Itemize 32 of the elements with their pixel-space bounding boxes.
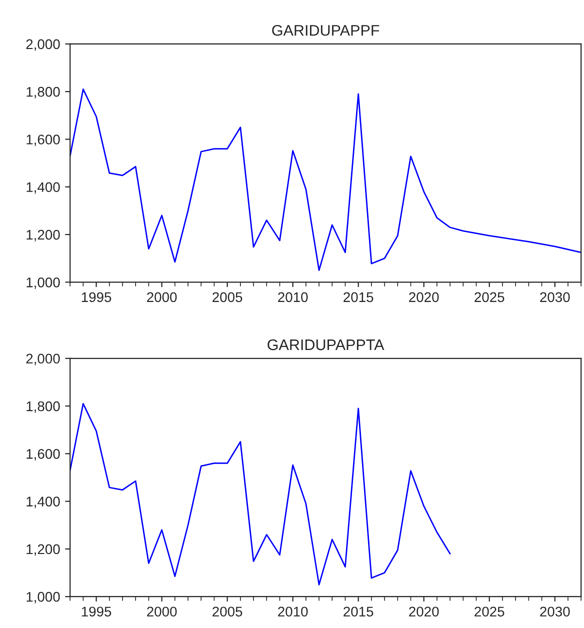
x-tick-label: 2005 [212,606,242,617]
x-tick-label: 2000 [147,292,177,302]
x-tick-label: 1995 [82,292,112,302]
x-tick-label: 2020 [409,292,439,302]
x-tick-label: 2015 [344,606,374,617]
y-tick-label: 1,200 [26,230,60,242]
y-tick-label: 2,000 [26,39,60,51]
x-tick-label: 2020 [409,606,439,617]
x-tick-label: 2015 [344,292,374,302]
y-tick-label: 1,600 [26,134,60,146]
x-tick-label: 2000 [147,606,177,617]
x-tick-label: 1995 [82,606,112,617]
y-tick-label: 1,600 [26,449,60,460]
y-tick-label: 1,000 [26,592,60,604]
chart-title: GARIDUPAPPF [272,24,380,36]
line-series [70,88,582,271]
line-series [70,402,451,586]
x-tick-label: 2010 [278,292,308,302]
x-tick-label: 2030 [540,606,570,617]
y-tick-label: 1,800 [26,401,60,413]
x-tick-label: 2025 [474,606,504,617]
x-tick-label: 2005 [212,292,242,302]
y-tick-label: 1,400 [26,496,60,508]
y-tick-label: 1,400 [26,182,60,194]
x-tick-label: 2010 [278,606,308,617]
x-tick-label: 2030 [540,292,570,302]
y-tick-label: 2,000 [26,354,60,366]
chart-title: GARIDUPAPPTA [268,339,384,350]
y-tick-label: 1,200 [26,544,60,556]
y-tick-label: 1,000 [26,278,60,289]
y-tick-label: 1,800 [26,86,60,98]
x-tick-label: 2025 [474,292,504,302]
